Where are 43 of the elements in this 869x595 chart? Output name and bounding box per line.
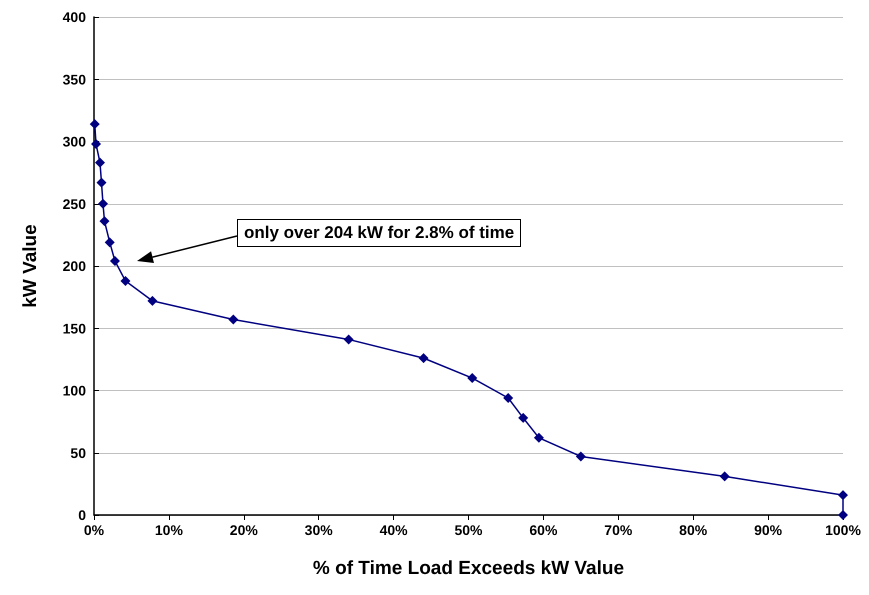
x-tick-label: 40%	[380, 522, 408, 538]
y-tick-label: 50	[70, 444, 86, 461]
point	[418, 353, 429, 364]
x-tick-label: 90%	[754, 522, 783, 538]
point	[344, 334, 354, 344]
point	[228, 314, 238, 325]
point	[90, 119, 100, 130]
x-tick-label: 0%	[84, 522, 105, 538]
point	[96, 178, 106, 188]
x-axis-title: % of Time Load Exceeds kW Value	[312, 558, 624, 579]
x-tick-label: 80%	[679, 522, 708, 538]
x-tick-label: 100%	[825, 522, 862, 538]
x-tick-label: 20%	[230, 522, 258, 538]
y-tick-label: 150	[62, 320, 86, 336]
point	[503, 392, 514, 403]
point	[99, 216, 110, 226]
point	[98, 198, 108, 209]
point	[720, 471, 730, 482]
point	[110, 256, 120, 266]
x-tick-label: 50%	[454, 522, 484, 538]
point	[120, 276, 130, 286]
x-tick-label: 60%	[529, 522, 558, 538]
y-axis-title: kW Value	[20, 224, 41, 308]
annotation: only over 204 kW for 2.8% of time	[237, 219, 522, 247]
y-tick-label: 100	[62, 382, 86, 398]
point	[518, 412, 528, 423]
y-tick-label: 0	[78, 507, 86, 523]
point	[91, 138, 102, 149]
point	[94, 158, 105, 168]
point	[534, 432, 544, 443]
point	[838, 490, 848, 500]
point	[104, 237, 115, 248]
y-tick-label: 200	[62, 258, 86, 274]
y-tick-label: 400	[62, 9, 86, 25]
x-tick-label: 70%	[604, 522, 633, 538]
x-tick-label: 30%	[304, 522, 334, 538]
x-tick-label: 10%	[154, 522, 184, 538]
y-tick-label: 300	[62, 134, 86, 150]
point	[576, 451, 586, 462]
y-tick-label: 350	[62, 71, 86, 88]
point	[147, 296, 158, 306]
y-tick-label: 250	[62, 196, 86, 212]
point	[467, 373, 478, 384]
